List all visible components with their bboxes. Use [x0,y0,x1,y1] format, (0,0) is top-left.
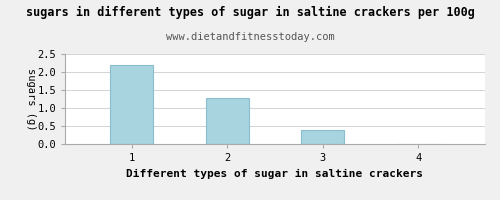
X-axis label: Different types of sugar in saltine crackers: Different types of sugar in saltine crac… [126,169,424,179]
Bar [110,65,154,144]
Bar [301,130,344,144]
Y-axis label: sugars (g): sugars (g) [26,68,36,130]
Text: sugars in different types of sugar in saltine crackers per 100g: sugars in different types of sugar in sa… [26,6,474,19]
Bar [206,98,248,144]
Text: www.dietandfitnesstoday.com: www.dietandfitnesstoday.com [166,32,334,42]
